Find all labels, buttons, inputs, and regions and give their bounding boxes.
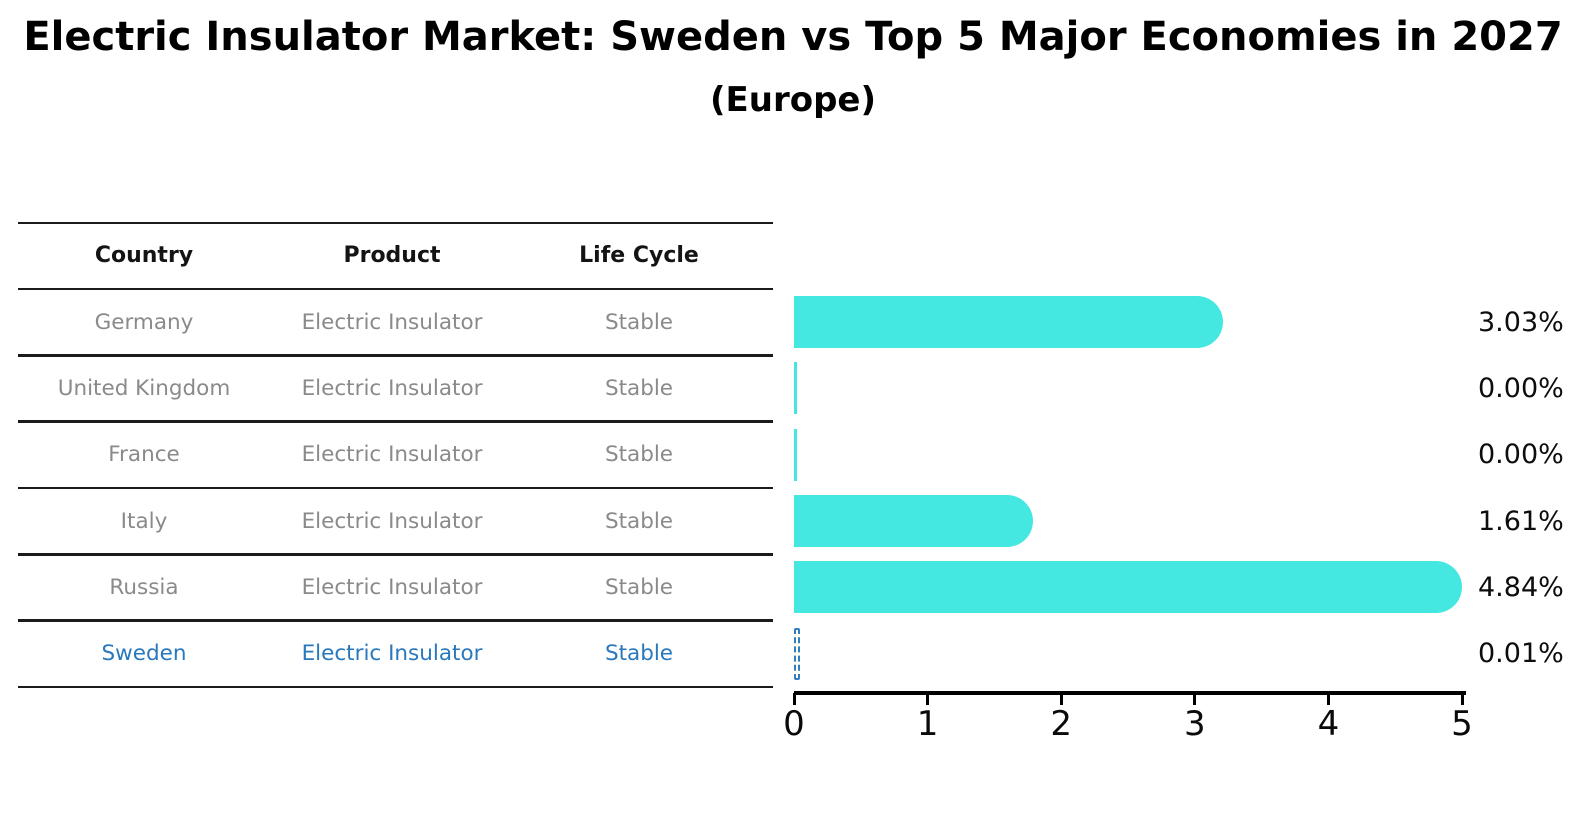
x-axis-tick (792, 693, 796, 705)
bar-plot-area (794, 289, 1462, 687)
bar-germany (794, 296, 1223, 349)
table-header-row: Country Product Life Cycle (18, 222, 773, 288)
x-axis-tick (1460, 693, 1464, 705)
column-header-life-cycle: Life Cycle (579, 242, 699, 268)
country-cell: Italy (120, 508, 168, 534)
bar-russia (794, 561, 1462, 614)
row-divider (18, 619, 773, 622)
value-label: 0.00% (1478, 372, 1564, 404)
table-border-bottom (18, 685, 773, 689)
life-cycle-cell: Stable (604, 375, 674, 401)
bar-row (794, 422, 1462, 488)
table-row: United Kingdom Electric Insulator Stable (18, 355, 773, 421)
row-divider (18, 354, 773, 357)
x-axis-tick (926, 693, 930, 705)
table-row: Russia Electric Insulator Stable (18, 554, 773, 620)
table-row: Italy Electric Insulator Stable (18, 488, 773, 554)
product-cell: Electric Insulator (301, 574, 483, 600)
x-axis-tick (1059, 693, 1063, 705)
country-cell: France (108, 442, 180, 468)
bar-italy (794, 495, 1034, 548)
value-label: 0.01% (1478, 638, 1564, 670)
chart-subtitle: (Europe) (709, 80, 877, 120)
product-cell: Electric Insulator (301, 508, 483, 534)
table-border-top (18, 221, 773, 224)
country-cell: Sweden (101, 641, 187, 667)
value-label: 4.84% (1478, 571, 1564, 603)
x-axis-tick (1193, 693, 1197, 705)
bar-sweden-highlight (794, 627, 800, 680)
row-divider (18, 420, 773, 423)
x-axis-tick-label: 4 (1317, 704, 1340, 744)
life-cycle-cell: Stable (604, 641, 674, 667)
life-cycle-cell: Stable (604, 508, 674, 534)
value-label-column: 3.03% 0.00% 0.00% 1.61% 4.84% 0.01% (1478, 289, 1564, 687)
value-label: 0.00% (1478, 439, 1564, 471)
product-cell: Electric Insulator (301, 442, 483, 468)
table-row: France Electric Insulator Stable (18, 422, 773, 488)
table-row: Germany Electric Insulator Stable (18, 289, 773, 355)
value-label: 3.03% (1478, 306, 1564, 338)
chart-title: Electric Insulator Market: Sweden vs Top… (23, 14, 1563, 60)
column-header-country: Country (94, 242, 194, 268)
product-cell: Electric Insulator (301, 309, 483, 335)
life-cycle-cell: Stable (604, 442, 674, 468)
bar-row (794, 355, 1462, 421)
column-header-product: Product (343, 242, 441, 268)
x-axis-tick-label: 2 (1050, 704, 1073, 744)
x-axis-tick-label: 0 (783, 704, 805, 744)
bar-france (794, 428, 797, 481)
x-axis-tick-label: 5 (1451, 704, 1473, 744)
value-label: 1.61% (1478, 505, 1564, 537)
x-axis-tick-label: 1 (916, 704, 939, 744)
bar-row (794, 488, 1462, 554)
x-axis-tick (1326, 693, 1330, 705)
bar-united-kingdom (794, 362, 797, 415)
x-axis-tick-label: 3 (1183, 704, 1206, 744)
x-axis-line (794, 691, 1466, 695)
bar-row (794, 621, 1462, 687)
bar-row (794, 289, 1462, 355)
country-cell: Russia (109, 574, 179, 600)
life-cycle-cell: Stable (604, 574, 674, 600)
life-cycle-cell: Stable (604, 309, 674, 335)
product-cell: Electric Insulator (301, 375, 483, 401)
product-cell: Electric Insulator (301, 641, 483, 667)
country-cell: United Kingdom (57, 375, 231, 401)
row-divider (18, 486, 773, 490)
bar-row (794, 554, 1462, 620)
country-cell: Germany (94, 309, 194, 335)
table-header-divider (18, 287, 773, 290)
row-divider (18, 553, 773, 556)
table-row-sweden: Sweden Electric Insulator Stable (18, 621, 773, 687)
